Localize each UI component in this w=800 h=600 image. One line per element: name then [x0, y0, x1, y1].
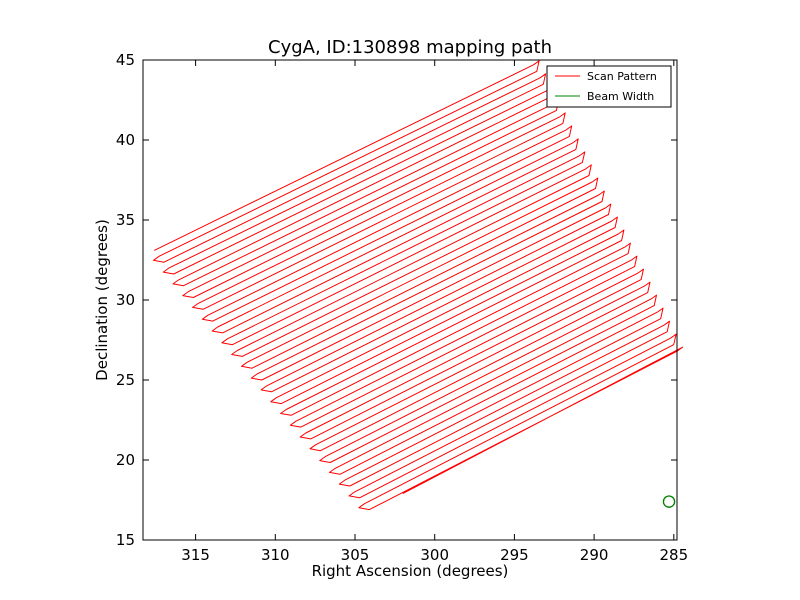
y-axis: 15 20 25 30 35 40 45	[116, 51, 677, 549]
y-tick-label: 45	[116, 51, 135, 69]
x-tick-label: 305	[341, 546, 370, 564]
y-tick-label: 25	[116, 371, 135, 389]
y-tick-label: 30	[116, 291, 135, 309]
x-axis-label: Right Ascension (degrees)	[312, 562, 509, 580]
scan-pattern-line	[153, 60, 684, 511]
y-tick-label: 35	[116, 211, 135, 229]
y-axis-label: Declination (degrees)	[93, 219, 111, 381]
legend-box	[546, 65, 672, 108]
x-tick-label: 315	[181, 546, 210, 564]
beam-width-series	[662, 495, 676, 508]
x-tick-label: 290	[580, 546, 609, 564]
x-tick-label: 295	[500, 546, 529, 564]
y-tick-label: 20	[116, 451, 135, 469]
legend-label-scan-pattern: Scan Pattern	[587, 70, 657, 83]
legend: Scan Pattern Beam Width	[546, 65, 672, 108]
plot-area	[143, 60, 677, 540]
scan-pattern-series	[153, 60, 684, 511]
x-axis: 315 310 305 300 295 290 285	[181, 60, 688, 564]
x-tick-label: 310	[261, 546, 290, 564]
y-tick-label: 15	[116, 531, 135, 549]
beam-width-marker	[662, 495, 676, 508]
x-tick-label: 300	[420, 546, 449, 564]
chart-title: CygA, ID:130898 mapping path	[268, 37, 552, 58]
x-tick-label: 285	[659, 546, 688, 564]
legend-label-beam-width: Beam Width	[587, 90, 654, 103]
y-tick-label: 40	[116, 131, 135, 149]
